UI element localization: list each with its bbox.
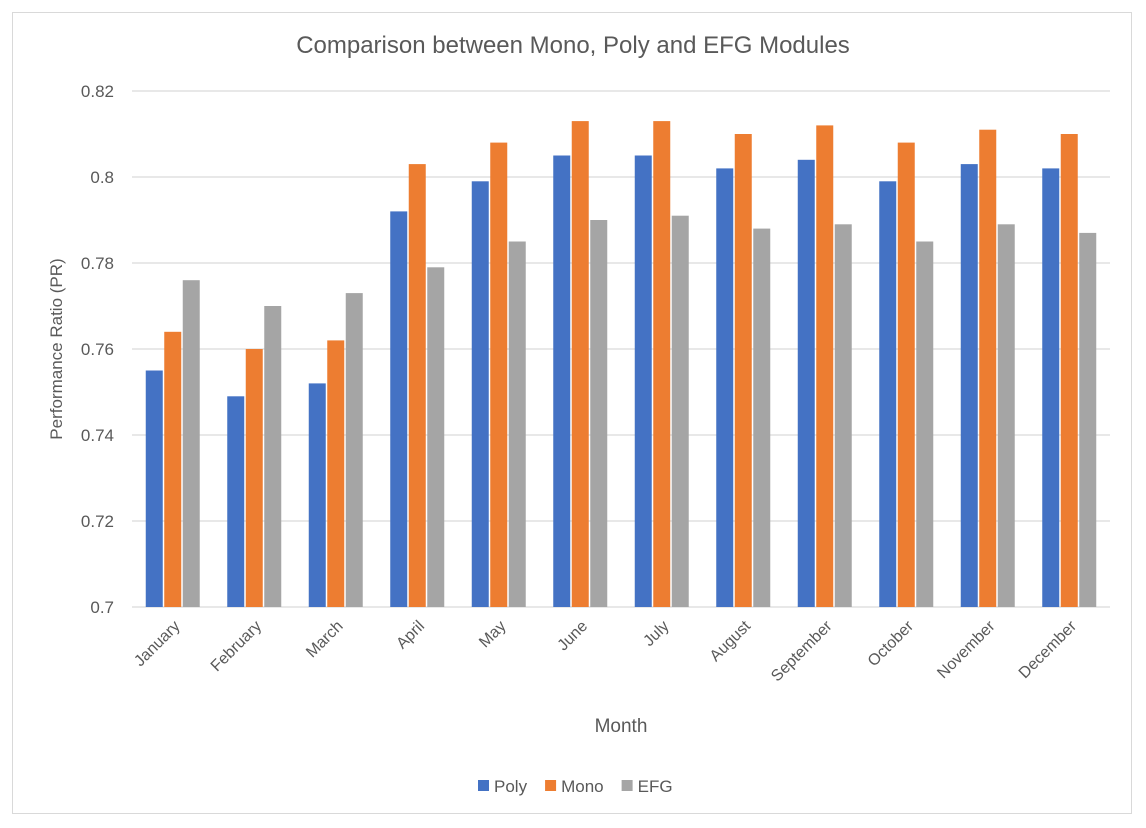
bar-poly	[797, 159, 815, 608]
bar-efg	[345, 293, 363, 607]
bar-efg	[916, 241, 934, 607]
y-tick-label: 0.72	[81, 512, 114, 531]
legend-label-mono: Mono	[561, 777, 604, 796]
bar-efg	[753, 228, 771, 607]
bar-mono	[490, 142, 508, 607]
legend-swatch-poly	[478, 780, 489, 791]
bar-mono	[571, 121, 589, 607]
bar-mono	[897, 142, 915, 607]
x-tick-label: April	[393, 618, 428, 653]
x-tick-label: February	[208, 618, 265, 675]
bar-poly	[227, 396, 245, 607]
bar-mono	[734, 134, 752, 607]
bar-mono	[1060, 134, 1078, 607]
bar-mono	[164, 331, 182, 607]
bar-efg	[427, 267, 445, 607]
x-axis-label: Month	[595, 716, 648, 737]
x-tick-label: March	[303, 618, 346, 661]
bar-poly	[145, 370, 163, 607]
bar-poly	[471, 181, 489, 608]
bar-poly	[553, 155, 571, 607]
legend-label-efg: EFG	[638, 777, 673, 796]
bar-mono	[408, 164, 426, 607]
bar-mono	[816, 125, 834, 608]
y-tick-label: 0.78	[81, 254, 114, 273]
y-tick-label: 0.8	[90, 168, 114, 187]
legend-swatch-mono	[545, 780, 557, 791]
x-tick-label: October	[865, 617, 918, 670]
x-tick-label: November	[934, 617, 999, 682]
bar-poly	[308, 383, 326, 607]
chart-frame	[12, 12, 1132, 814]
bar-efg	[590, 220, 608, 607]
bar-efg	[182, 280, 200, 607]
bar-efg	[834, 224, 852, 608]
x-tick-label: September	[768, 617, 836, 685]
bar-mono	[327, 340, 345, 607]
bar-efg	[1079, 232, 1097, 607]
x-tick-label: January	[131, 618, 183, 670]
bar-poly	[960, 164, 978, 607]
y-tick-label: 0.76	[81, 340, 114, 359]
bar-efg	[671, 215, 689, 607]
x-tick-label: May	[476, 618, 509, 651]
bar-poly	[1042, 168, 1060, 607]
x-tick-label: December	[1016, 617, 1081, 682]
x-tick-label: August	[707, 617, 755, 665]
legend-swatch-efg	[621, 780, 633, 791]
bar-mono	[979, 129, 997, 607]
bar-mono	[653, 121, 671, 607]
x-tick-label: July	[640, 618, 672, 650]
y-tick-label: 0.82	[81, 82, 114, 101]
bar-efg	[508, 241, 526, 607]
chart-title: Comparison between Mono, Poly and EFG Mo…	[296, 32, 850, 59]
bar-mono	[245, 349, 263, 607]
x-tick-label: June	[555, 618, 592, 655]
bar-poly	[879, 181, 897, 608]
bar-efg	[264, 306, 282, 607]
bar-poly	[390, 211, 408, 607]
y-tick-label: 0.7	[90, 598, 114, 617]
bar-poly	[716, 168, 734, 607]
y-tick-label: 0.74	[81, 426, 114, 445]
y-axis-label: Performance Ratio (PR)	[47, 258, 66, 439]
bar-efg	[997, 224, 1015, 608]
legend-label-poly: Poly	[494, 777, 528, 796]
bar-poly	[634, 155, 652, 607]
